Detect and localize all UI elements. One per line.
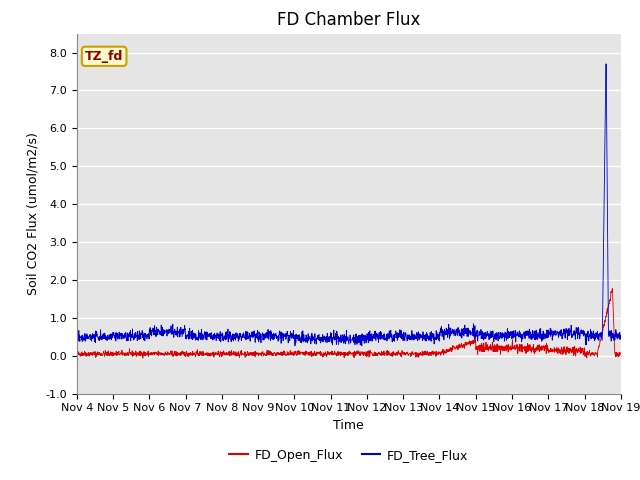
- FD_Tree_Flux: [584, 328, 592, 334]
- Legend: FD_Open_Flux, FD_Tree_Flux: FD_Open_Flux, FD_Tree_Flux: [225, 444, 473, 467]
- FD_Tree_Flux: [569, 333, 577, 338]
- FD_Open_Flux: [365, 349, 372, 355]
- FD_Open_Flux: [225, 349, 232, 355]
- FD_Open_Flux: [139, 355, 147, 361]
- Line: FD_Open_Flux: FD_Open_Flux: [77, 288, 621, 358]
- FD_Tree_Flux: [617, 334, 625, 339]
- Title: FD Chamber Flux: FD Chamber Flux: [277, 11, 420, 29]
- Text: TZ_fd: TZ_fd: [85, 50, 124, 63]
- FD_Open_Flux: [507, 347, 515, 353]
- Line: FD_Tree_Flux: FD_Tree_Flux: [77, 64, 621, 346]
- FD_Tree_Flux: [358, 343, 365, 349]
- FD_Open_Flux: [617, 350, 625, 356]
- FD_Tree_Flux: [602, 61, 610, 67]
- Y-axis label: Soil CO2 Flux (umol/m2/s): Soil CO2 Flux (umol/m2/s): [27, 132, 40, 295]
- X-axis label: Time: Time: [333, 419, 364, 432]
- FD_Tree_Flux: [225, 332, 232, 337]
- FD_Tree_Flux: [365, 329, 372, 335]
- FD_Open_Flux: [376, 351, 384, 357]
- FD_Open_Flux: [569, 346, 577, 351]
- FD_Open_Flux: [609, 286, 616, 291]
- FD_Tree_Flux: [376, 330, 384, 336]
- FD_Open_Flux: [584, 351, 592, 357]
- FD_Tree_Flux: [507, 333, 515, 339]
- FD_Open_Flux: [73, 350, 81, 356]
- FD_Tree_Flux: [73, 334, 81, 340]
